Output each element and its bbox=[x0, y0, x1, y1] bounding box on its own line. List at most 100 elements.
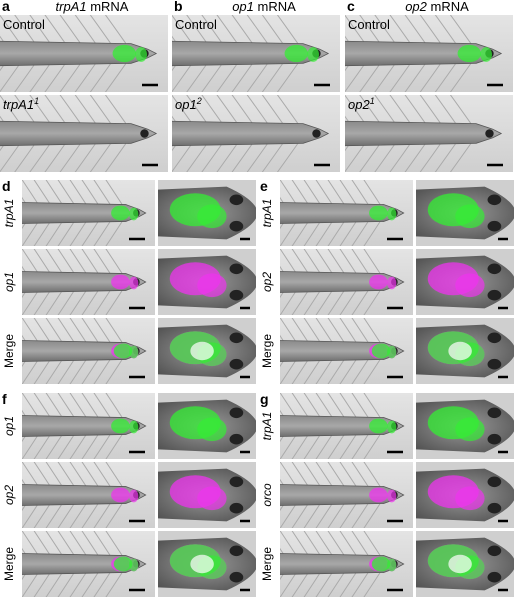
micrograph bbox=[22, 531, 155, 597]
fluorescence bbox=[480, 47, 492, 62]
micrograph bbox=[280, 393, 413, 459]
fluorescence bbox=[369, 487, 388, 503]
micrograph bbox=[0, 15, 168, 92]
gene: trpA1 bbox=[56, 0, 87, 14]
row-label: Control bbox=[175, 17, 217, 32]
suffix: mRNA bbox=[90, 0, 129, 14]
fluorescence bbox=[113, 343, 133, 359]
fluorescence bbox=[197, 273, 227, 298]
micrograph bbox=[22, 318, 155, 384]
fluorescence bbox=[129, 489, 139, 503]
fluorescence bbox=[111, 274, 130, 290]
fluorescence bbox=[197, 204, 227, 229]
fluorescence bbox=[371, 343, 391, 359]
micrograph-zoom bbox=[416, 318, 514, 384]
label: op1 bbox=[175, 97, 197, 112]
fluorescence bbox=[387, 558, 397, 572]
micrograph-zoom bbox=[416, 462, 514, 528]
micrograph-zoom bbox=[416, 249, 514, 315]
eye bbox=[487, 407, 502, 419]
row-label: orco bbox=[260, 483, 274, 507]
row-label: trpA11 bbox=[3, 96, 39, 112]
row-label: trpA1 bbox=[260, 199, 274, 228]
micrograph bbox=[172, 95, 340, 172]
fluorescence bbox=[111, 205, 130, 221]
fluorescence bbox=[455, 204, 485, 229]
row-label: Control bbox=[3, 17, 45, 32]
fluorescence bbox=[129, 558, 139, 572]
fluorescence bbox=[111, 487, 130, 503]
fluorescence bbox=[457, 44, 482, 63]
micrograph bbox=[345, 15, 513, 92]
superscript: 1 bbox=[370, 96, 375, 106]
micrograph bbox=[280, 180, 413, 246]
panel-letter: g bbox=[260, 391, 269, 407]
fluorescence bbox=[387, 276, 397, 290]
micrograph bbox=[345, 95, 513, 172]
row-label: Merge bbox=[260, 334, 274, 368]
micrograph bbox=[22, 393, 155, 459]
fluorescence bbox=[197, 486, 227, 511]
micrograph bbox=[280, 318, 413, 384]
row-label: Merge bbox=[2, 334, 16, 368]
row-label: Merge bbox=[260, 547, 274, 581]
micrograph-zoom bbox=[158, 393, 256, 459]
fluorescence bbox=[369, 205, 388, 221]
micrograph-zoom bbox=[416, 180, 514, 246]
fluorescence bbox=[129, 345, 139, 359]
fluorescence bbox=[387, 420, 397, 434]
panel-header: trpA1 mRNA bbox=[56, 0, 129, 14]
row-label: Control bbox=[348, 17, 390, 32]
micrograph-zoom bbox=[158, 249, 256, 315]
micrograph bbox=[280, 249, 413, 315]
micrograph-zoom bbox=[158, 462, 256, 528]
fluorescence bbox=[369, 418, 388, 434]
eye bbox=[229, 545, 244, 557]
gene: op2 bbox=[405, 0, 427, 14]
eye bbox=[487, 220, 502, 232]
micrograph bbox=[280, 531, 413, 597]
overlap bbox=[448, 341, 472, 361]
micrograph-zoom bbox=[158, 531, 256, 597]
fluorescence bbox=[307, 47, 319, 62]
micrograph bbox=[22, 462, 155, 528]
eye bbox=[229, 502, 244, 514]
eye bbox=[487, 433, 502, 445]
overlap bbox=[190, 554, 214, 574]
suffix: mRNA bbox=[258, 0, 297, 14]
superscript: 2 bbox=[196, 96, 202, 106]
row-label: op21 bbox=[348, 96, 375, 112]
label: op2 bbox=[348, 97, 370, 112]
micrograph bbox=[22, 180, 155, 246]
panel-header: op2 mRNA bbox=[405, 0, 469, 14]
panel-letter: c bbox=[347, 0, 355, 14]
panel-letter: e bbox=[260, 178, 268, 194]
micrograph bbox=[22, 249, 155, 315]
fluorescence bbox=[135, 47, 147, 62]
eye bbox=[229, 407, 244, 419]
eye bbox=[229, 358, 244, 370]
panel-letter: f bbox=[2, 391, 7, 407]
overlap bbox=[190, 341, 214, 361]
fluorescence bbox=[129, 276, 139, 290]
label: Control bbox=[175, 17, 217, 32]
row-label: op1 bbox=[2, 416, 16, 436]
fluorescence bbox=[111, 418, 130, 434]
fluorescence bbox=[387, 207, 397, 221]
fluorescence bbox=[113, 556, 133, 572]
eye bbox=[487, 194, 502, 206]
micrograph bbox=[172, 15, 340, 92]
panel-header: op1 mRNA bbox=[232, 0, 296, 14]
row-label: trpA1 bbox=[260, 412, 274, 441]
fluorescence bbox=[387, 345, 397, 359]
row-label: op2 bbox=[260, 272, 274, 292]
row-label: Merge bbox=[2, 547, 16, 581]
body bbox=[172, 120, 330, 147]
label: Control bbox=[3, 17, 45, 32]
eye bbox=[312, 129, 321, 138]
body bbox=[0, 120, 158, 147]
body bbox=[345, 120, 503, 147]
micrograph bbox=[0, 95, 168, 172]
micrograph-zoom bbox=[158, 180, 256, 246]
